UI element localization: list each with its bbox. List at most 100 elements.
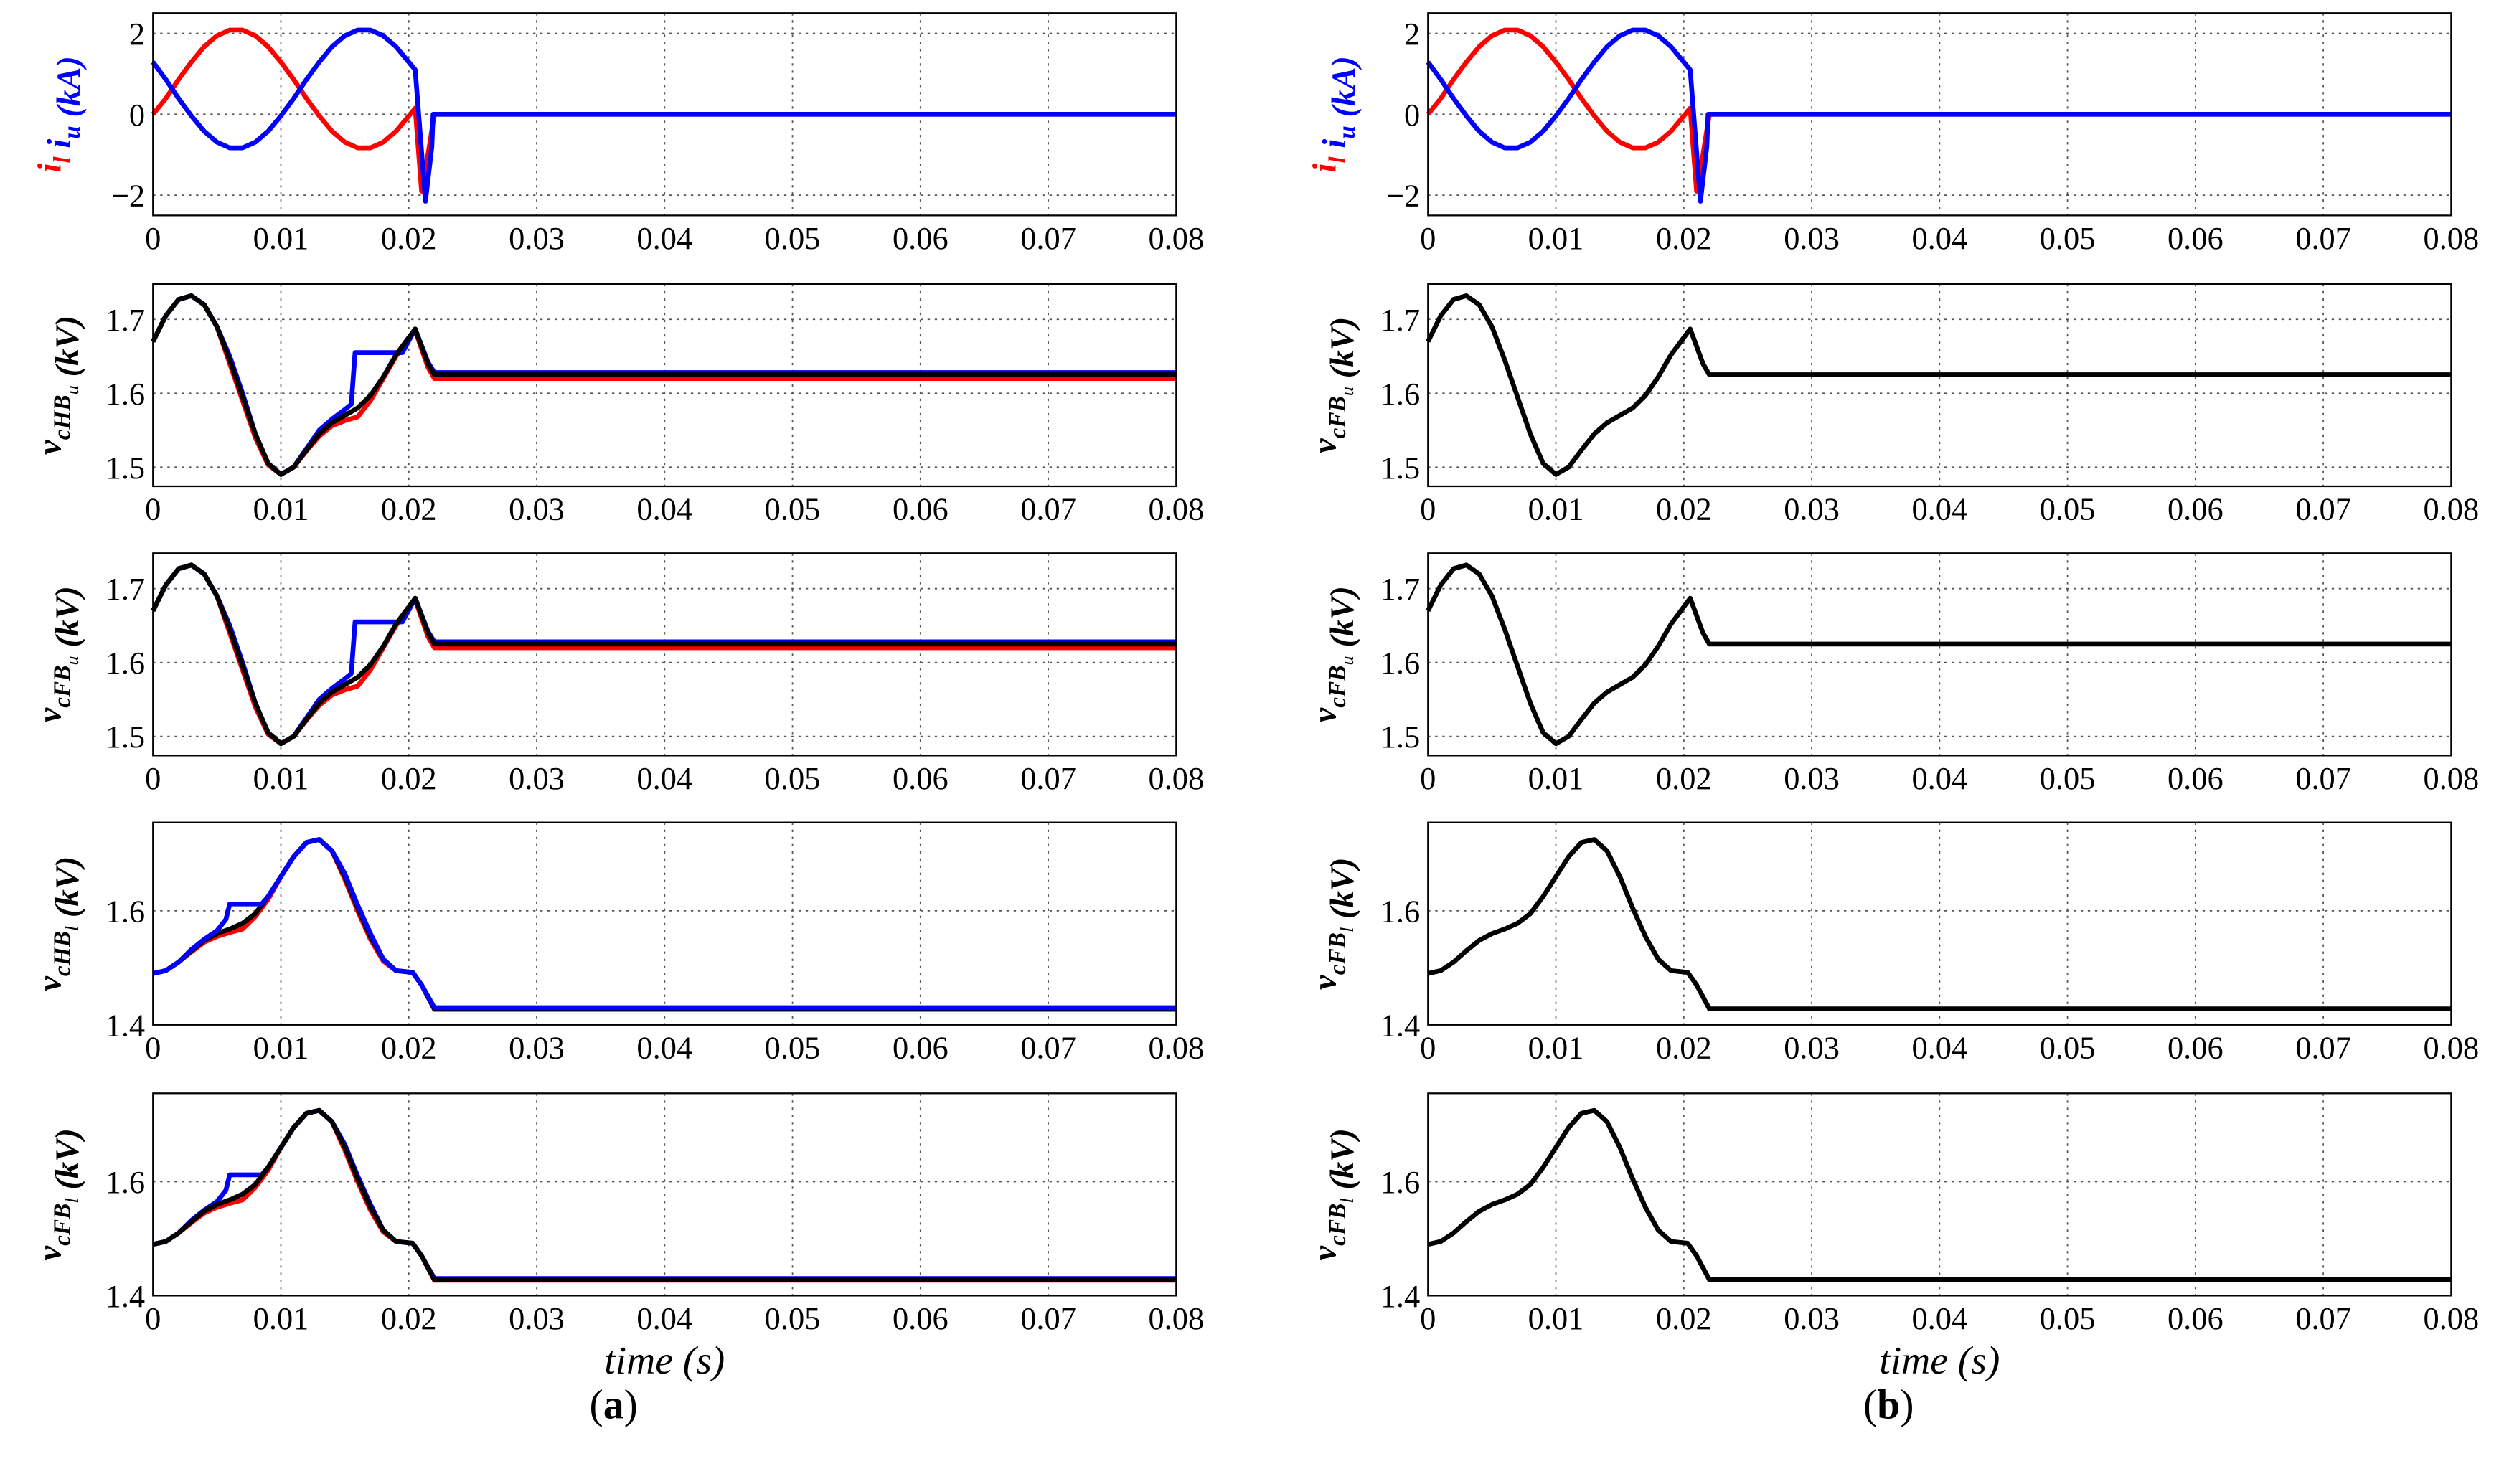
panel-label-a-letter: a [603, 1382, 624, 1427]
y-tick-label: 1.6 [105, 893, 146, 929]
x-tick-label: 0.02 [1656, 491, 1712, 527]
series-line-i_u [1426, 27, 2452, 204]
y-label-symbol: (kV) [49, 586, 86, 656]
y-tick-label: 1.6 [105, 1164, 146, 1200]
axes-frame [152, 821, 1177, 1026]
x-tick-label: 0.01 [1528, 491, 1584, 527]
y-tick-label: 0 [1404, 97, 1420, 133]
y-axis-label: vcFBu (kV) [1306, 586, 1360, 722]
x-tick-label: 0.02 [381, 491, 437, 527]
x-tick-label: 0.07 [2295, 1029, 2351, 1065]
y-label-subsubscript: u [1336, 387, 1357, 396]
x-tick-label: 0.04 [1911, 1029, 1967, 1065]
x-tick-label: 0.06 [893, 760, 949, 796]
y-label-symbol: v [1306, 974, 1343, 990]
y-label-subsubscript: l [61, 926, 83, 931]
y-label-symbol: (kV) [1324, 586, 1361, 656]
x-tick-label: 0.03 [509, 1300, 565, 1336]
x-tick-label: 0.07 [1020, 1300, 1076, 1336]
x-tick-label: 0.02 [381, 220, 437, 256]
y-axis-label: vcFBl (kV) [1306, 1128, 1360, 1260]
y-label-subsubscript: u [61, 656, 83, 665]
y-label-symbol: (kV) [1324, 1128, 1361, 1198]
y-label-subscript: u [59, 126, 85, 139]
subplot-a-0: 0 0.01 0.02 0.03 0.04 0.05 0.06 0.07 0.08−202il … [31, 12, 1204, 256]
y-label-symbol: (kV) [1324, 858, 1361, 927]
y-axis-label: vcFBu (kV) [31, 586, 85, 722]
y-tick-label: 1.4 [105, 1007, 146, 1043]
y-tick-label: 1.7 [105, 302, 146, 338]
x-tick-label: 0 [1420, 1029, 1436, 1065]
x-tick-label: 0.03 [1784, 760, 1840, 796]
x-tick-label: 0.05 [2040, 1029, 2096, 1065]
subplot-a-2: 0 0.01 0.02 0.03 0.04 0.05 0.06 0.07 0.08 1.5 1.6 1… [31, 552, 1204, 796]
x-tick-label: 0.05 [2040, 220, 2096, 256]
y-label-symbol: (kV) [49, 1128, 86, 1198]
x-tick-label: 0.03 [1784, 491, 1840, 527]
x-tick-label: 0 [1420, 491, 1436, 527]
y-tick-label: 1.7 [1380, 571, 1421, 607]
y-label-symbol: v [31, 707, 68, 723]
y-label-symbol: i [1316, 139, 1353, 157]
y-label-subscript: u [1334, 126, 1360, 139]
x-tick-label: 0.08 [1148, 1300, 1204, 1336]
x-tick-label: 0.02 [381, 1029, 437, 1065]
axes-frame [1427, 12, 2452, 217]
x-tick-label: 0.03 [509, 491, 565, 527]
series-line-i_u [151, 27, 1177, 204]
x-tick-label: 0.08 [1148, 491, 1204, 527]
x-tick-label: 0.03 [509, 1029, 565, 1065]
y-tick-label: 1.6 [1380, 376, 1421, 412]
y-tick-label: 2 [129, 16, 145, 52]
x-tick-label: 0.06 [893, 1300, 949, 1336]
x-tick-label: 0.05 [765, 760, 821, 796]
y-label-symbol: (kA) [50, 56, 88, 126]
y-label-symbol: v [31, 975, 68, 991]
y-tick-label: 1.5 [1380, 450, 1421, 486]
x-tick-label: 0.08 [1148, 220, 1204, 256]
x-tick-label: 0.08 [2424, 491, 2480, 527]
x-tick-label: 0.04 [1911, 220, 1967, 256]
x-tick-label: 0.08 [2424, 1300, 2480, 1336]
axes-frame [1427, 821, 2452, 1026]
x-tick-label: 0.02 [381, 760, 437, 796]
y-label-symbol: v [31, 439, 68, 455]
x-tick-label: 0.07 [2295, 1300, 2351, 1336]
y-label-subsubscript: u [1336, 656, 1357, 665]
series-line-black [1426, 562, 2452, 747]
y-tick-label: 1.4 [1380, 1007, 1421, 1043]
y-axis-label: vcFBu (kV) [1306, 317, 1360, 453]
y-label-subsubscript: l [1336, 1198, 1357, 1203]
series-line-black [1427, 1107, 2452, 1282]
x-tick-label: 0 [145, 1300, 161, 1336]
x-tick-label: 0.05 [765, 1300, 821, 1336]
axes-frame [152, 12, 1177, 217]
x-tick-label: 0.05 [2040, 491, 2096, 527]
y-tick-label: 1.6 [1380, 893, 1421, 929]
x-tick-label: 0.03 [1784, 1029, 1840, 1065]
x-tick-label: 0.01 [253, 1300, 309, 1336]
x-tick-label: 0 [145, 491, 161, 527]
y-tick-label: 2 [1404, 16, 1420, 52]
y-tick-label: −2 [1386, 178, 1420, 214]
x-tick-label: 0.03 [509, 760, 565, 796]
y-tick-label: 1.5 [105, 719, 146, 755]
series-line-black [151, 562, 1177, 747]
y-axis-label: vcHBl (kV) [31, 856, 85, 991]
y-tick-label: 1.6 [105, 376, 146, 412]
x-tick-label: 0 [145, 1029, 161, 1065]
series-line-blue [152, 837, 1177, 1011]
x-tick-label: 0.05 [765, 491, 821, 527]
x-tick-label: 0.03 [1784, 220, 1840, 256]
y-label-subscript: cFB [1324, 396, 1351, 438]
y-tick-label: 1.6 [105, 645, 146, 681]
x-tick-label: 0.02 [381, 1300, 437, 1336]
x-tick-label: 0.08 [1148, 1029, 1204, 1065]
x-tick-label: 0.01 [253, 220, 309, 256]
x-tick-label: 0 [1420, 1300, 1436, 1336]
x-tick-label: 0.06 [2168, 220, 2223, 256]
x-tick-label: 0 [1420, 220, 1436, 256]
axes-frame [152, 283, 1177, 488]
panel-label-a: (a) [590, 1382, 638, 1427]
